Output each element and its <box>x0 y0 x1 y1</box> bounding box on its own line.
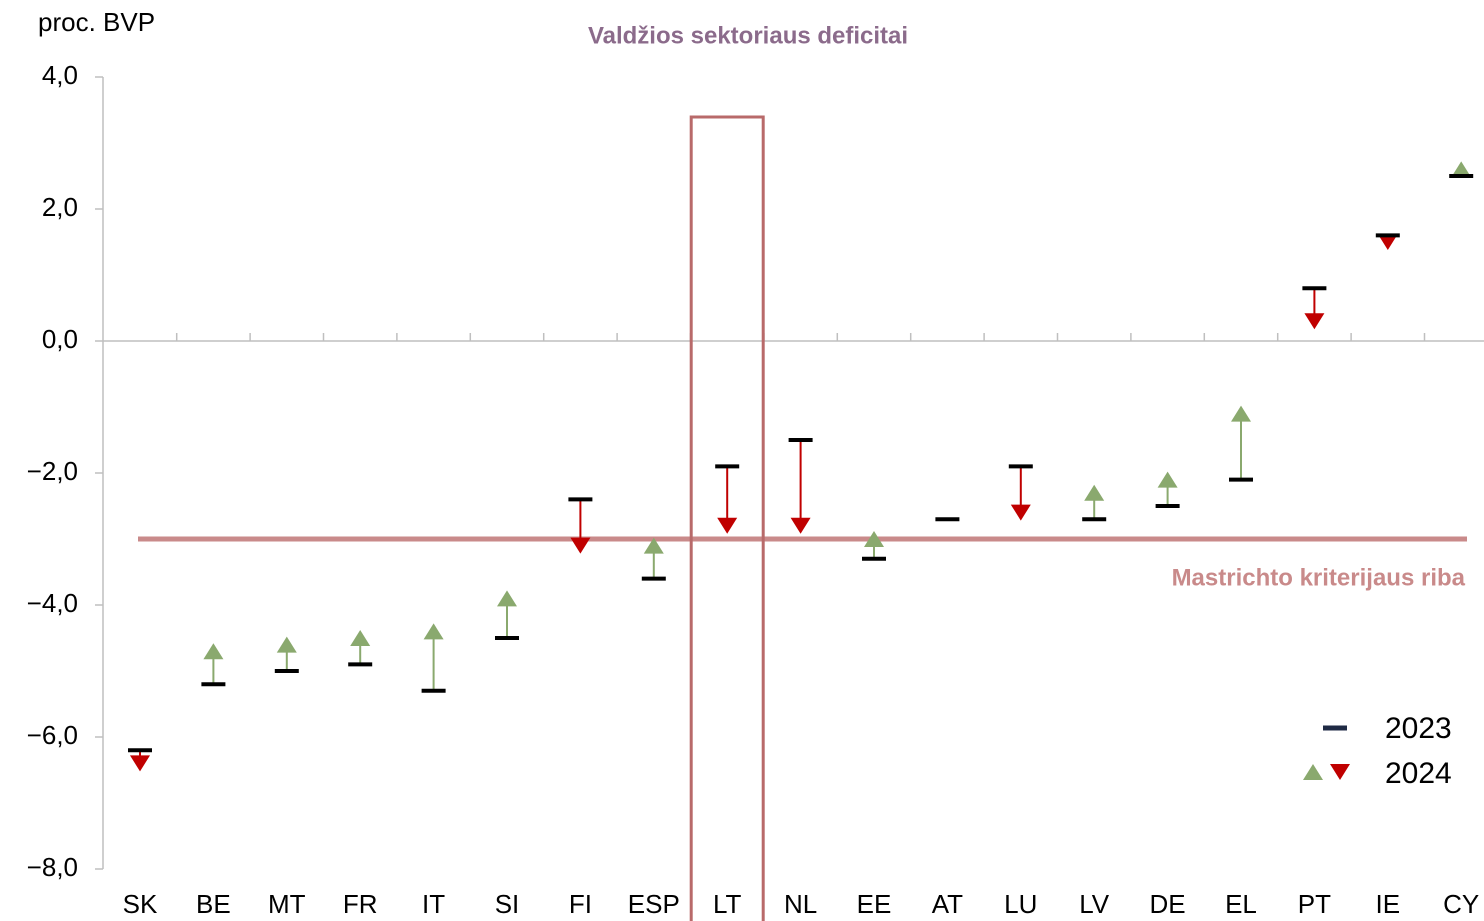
y-tick-label: −6,0 <box>27 720 78 750</box>
marker-2024 <box>864 531 884 547</box>
x-tick-label: LV <box>1079 889 1110 919</box>
x-tick-label: SI <box>495 889 520 919</box>
y-tick-label: 2,0 <box>42 192 78 222</box>
highlight-box <box>689 115 765 921</box>
marker-2024 <box>130 755 150 772</box>
x-tick-label: DE <box>1150 889 1186 919</box>
y-tick-label: −8,0 <box>27 852 78 882</box>
x-tick-label: BE <box>196 889 231 919</box>
x-tick-label: LT <box>713 889 742 919</box>
marker-2024 <box>1304 313 1325 330</box>
x-tick-label: EE <box>857 889 892 919</box>
marker-2024 <box>276 636 297 653</box>
x-tick-label: IE <box>1376 889 1401 919</box>
y-tick-label: −2,0 <box>27 456 78 486</box>
y-axis-label: proc. BVP <box>38 7 155 37</box>
marker-2024 <box>350 630 371 646</box>
legend-swatch <box>1330 764 1350 780</box>
reference-label: Mastrichto kriterijaus riba <box>1172 564 1466 591</box>
x-tick-label: EL <box>1225 889 1257 919</box>
y-tick-label: 0,0 <box>42 324 78 354</box>
marker-2024 <box>1451 161 1472 178</box>
legend-label: 2023 <box>1385 712 1452 745</box>
chart-title: Valdžios sektoriaus deficitai <box>588 22 908 49</box>
marker-2024 <box>643 537 664 554</box>
marker-2024 <box>423 623 444 640</box>
x-tick-label: SK <box>123 889 158 919</box>
legend-label: 2024 <box>1385 757 1452 790</box>
x-tick-label: NL <box>784 889 817 919</box>
y-tick-label: 4,0 <box>42 60 78 90</box>
x-tick-label: FI <box>569 889 592 919</box>
marker-2024 <box>717 517 738 534</box>
x-tick-label: CY <box>1443 889 1479 919</box>
legend-swatch <box>1303 764 1323 780</box>
marker-2024 <box>1157 471 1178 488</box>
x-tick-label: AT <box>932 889 963 919</box>
x-tick-label: IT <box>422 889 445 919</box>
x-tick-label: LU <box>1004 889 1037 919</box>
marker-2024 <box>1377 234 1398 250</box>
marker-2024 <box>1010 504 1031 521</box>
x-tick-label: PT <box>1298 889 1331 919</box>
marker-2024 <box>497 590 517 607</box>
x-tick-label: MT <box>268 889 306 919</box>
marker-2024 <box>1231 405 1251 422</box>
x-tick-label: ESP <box>628 889 680 919</box>
marker-2024 <box>1084 484 1105 501</box>
marker-2024 <box>790 517 811 534</box>
marker-2024 <box>203 643 224 660</box>
y-tick-label: −4,0 <box>27 588 78 618</box>
x-tick-label: FR <box>343 889 378 919</box>
marker-2024 <box>570 537 591 554</box>
